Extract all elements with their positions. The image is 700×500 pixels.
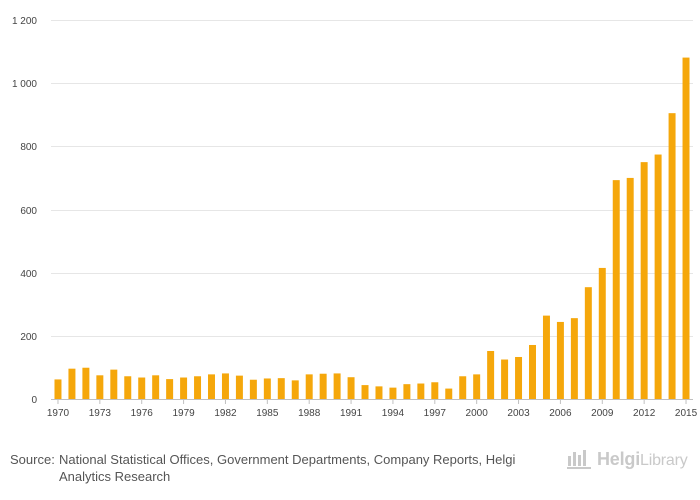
bar-2002 (501, 359, 509, 399)
y-tick-label: 1 000 (12, 79, 37, 90)
y-tick-label: 800 (20, 142, 37, 153)
x-tick-label: 1970 (47, 408, 70, 419)
bar-1982 (221, 373, 229, 399)
source-note: Source: National Statistical Offices, Go… (10, 451, 550, 485)
bars (54, 57, 690, 400)
bar-2005 (542, 315, 550, 399)
x-tick-label: 1985 (256, 408, 279, 419)
x-axis-labels: 1970 1973 1976 1979 1982 1985 1988 1991 1994 1997… (47, 408, 698, 419)
bar-1978 (166, 379, 174, 399)
bar-1976 (138, 377, 146, 399)
bar-1997 (431, 382, 439, 399)
x-tick-label: 1982 (214, 408, 237, 419)
bar-2012 (640, 162, 648, 400)
bar-1970 (54, 379, 62, 399)
bar-2014 (668, 113, 676, 400)
bar-1988 (305, 374, 313, 399)
y-axis-labels: 0 200 400 600 800 1 000 1 200 (12, 16, 37, 406)
x-tick-label: 1997 (424, 408, 447, 419)
x-tick-label: 1976 (131, 408, 154, 419)
bar-2000 (473, 374, 481, 399)
y-tick-label: 0 (31, 395, 37, 406)
x-tick-label: 2006 (549, 408, 572, 419)
bar-1985 (263, 378, 271, 399)
bar-1999 (459, 376, 467, 399)
x-tick-label: 1973 (89, 408, 112, 419)
bar-2015 (682, 57, 690, 399)
bar-1980 (194, 376, 202, 399)
library-logo-icon (567, 450, 591, 469)
y-tick-label: 1 200 (12, 16, 37, 27)
y-tick-label: 600 (20, 206, 37, 217)
bar-1994 (389, 387, 397, 399)
bar-1972 (82, 367, 90, 399)
y-tick-label: 200 (20, 332, 37, 343)
bar-1989 (319, 373, 327, 399)
bar-1993 (375, 386, 383, 399)
bar-1971 (68, 368, 76, 399)
bar-1996 (417, 383, 425, 399)
bar-2008 (584, 287, 592, 399)
bar-1973 (96, 375, 104, 399)
x-axis (51, 399, 693, 404)
x-tick-label: 2012 (633, 408, 656, 419)
x-tick-label: 1994 (382, 408, 405, 419)
helgi-library-logo: HelgiLibrary (567, 448, 688, 470)
bar-1987 (291, 380, 299, 399)
bar-2009 (598, 267, 606, 399)
bar-1983 (235, 375, 243, 399)
bar-1992 (361, 385, 369, 399)
bar-2013 (654, 154, 662, 399)
x-tick-label: 2000 (466, 408, 489, 419)
bar-2010 (612, 180, 620, 399)
gridlines (51, 20, 693, 337)
source-label: Source: (10, 452, 55, 467)
bar-1990 (333, 373, 341, 399)
bar-1975 (124, 376, 132, 399)
x-tick-label: 2009 (591, 408, 614, 419)
bar-2004 (529, 344, 536, 399)
logo-wordmark: HelgiLibrary (597, 449, 688, 470)
bar-2011 (626, 177, 634, 399)
x-tick-label: 2003 (507, 408, 530, 419)
bar-1986 (277, 378, 285, 399)
logo-name-bold: Helgi (597, 448, 641, 469)
x-tick-label: 1991 (340, 408, 363, 419)
x-tick-label: 1988 (298, 408, 321, 419)
bar-2007 (570, 318, 578, 399)
bar-2001 (487, 350, 495, 399)
x-tick-label: 1979 (172, 408, 195, 419)
bar-1991 (347, 377, 355, 399)
x-tick-label: 2015 (675, 408, 698, 419)
bar-1974 (110, 369, 118, 399)
y-tick-label: 400 (20, 269, 37, 280)
bar-1979 (180, 377, 188, 399)
bar-1995 (403, 384, 411, 399)
bar-1998 (445, 388, 453, 399)
bar-2003 (515, 356, 523, 399)
bar-1981 (208, 374, 215, 399)
logo-name-light: Library (640, 451, 688, 469)
bar-1977 (152, 375, 160, 399)
bar-1984 (249, 379, 257, 399)
source-text: National Statistical Offices, Government… (59, 452, 516, 484)
bar-2006 (556, 321, 564, 399)
